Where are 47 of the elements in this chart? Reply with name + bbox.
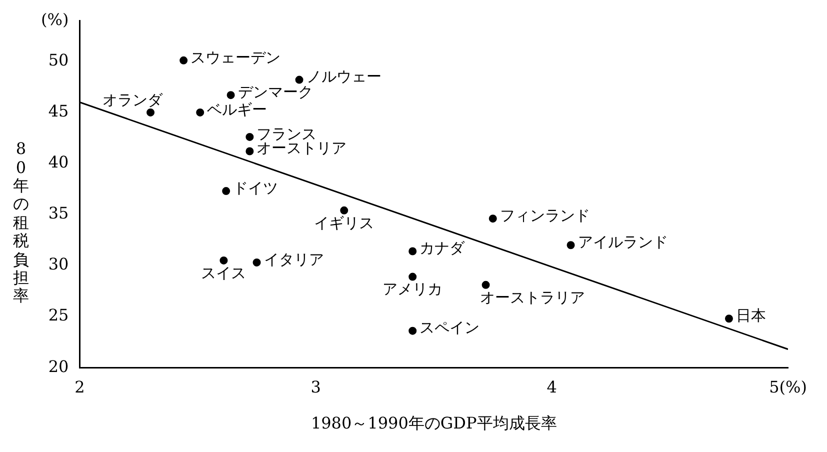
annotation: オーストラリア	[480, 288, 585, 306]
point	[408, 272, 417, 281]
annotation: フィンランド	[500, 206, 590, 224]
point	[340, 206, 348, 214]
y-tick-label: 50	[48, 50, 69, 70]
x-tick-label: 2	[74, 377, 85, 396]
point	[724, 314, 733, 323]
annotation: スペイン	[420, 318, 480, 337]
point	[488, 214, 497, 223]
point	[196, 108, 204, 116]
annotation: オランダ	[102, 90, 164, 109]
y-tick-label: 45	[48, 102, 69, 121]
annotation: ドイツ	[233, 178, 278, 197]
annotation: カナダ	[420, 239, 466, 258]
point	[220, 256, 228, 264]
annotation: イタリア	[264, 250, 324, 268]
point	[408, 326, 417, 335]
annotation: アメリカ	[382, 280, 443, 298]
point	[180, 56, 188, 64]
annotation: フランス	[256, 124, 317, 143]
y-tick-label: 20	[48, 356, 69, 376]
y-tick-label: 25	[48, 306, 69, 325]
x-tick-label: 5(%)	[769, 377, 807, 396]
point	[226, 91, 235, 100]
x-tick-label: 4	[546, 377, 557, 396]
x-tick-label: 3	[310, 377, 321, 396]
point	[246, 132, 254, 141]
point	[246, 147, 254, 156]
y-tick-label: 40	[48, 152, 69, 172]
point	[222, 187, 230, 196]
annotation: スウェーデン	[190, 48, 281, 66]
annotation: 日本	[736, 306, 766, 324]
point	[408, 247, 417, 256]
x-axis-title: 1980～1990年のGDP平均成長率	[310, 414, 557, 433]
annotation: イギリス	[314, 214, 374, 232]
point	[252, 258, 261, 266]
y-tick-label: 35	[48, 204, 69, 223]
annotation: アイルランド	[578, 233, 668, 252]
point	[482, 280, 490, 289]
y-tick-label: 30	[48, 254, 69, 274]
text: 80年の租税負担率	[13, 139, 29, 306]
point	[566, 241, 575, 250]
annotation: スイス	[201, 264, 246, 282]
point	[146, 108, 155, 116]
y-tick-label: (%)	[41, 10, 69, 29]
point	[295, 76, 304, 84]
annotation: ベルギー	[207, 100, 268, 118]
